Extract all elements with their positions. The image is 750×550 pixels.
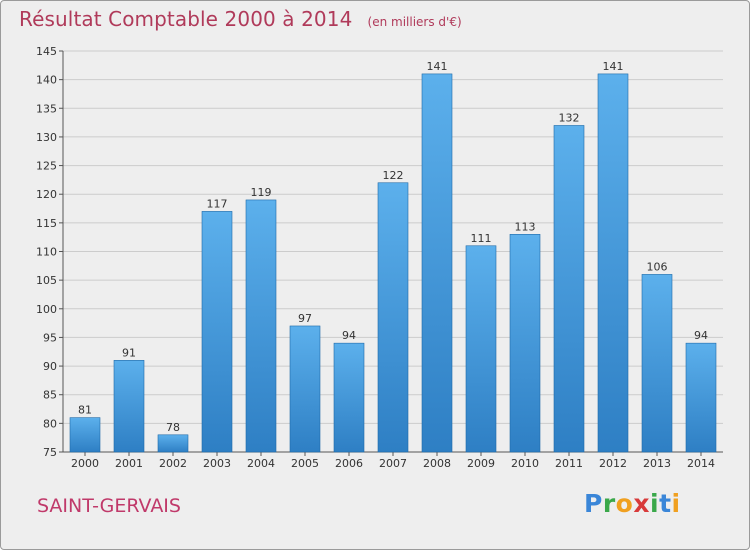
y-tick-label: 105 — [36, 274, 57, 287]
data-label: 97 — [298, 312, 312, 325]
x-tick-label: 2004 — [247, 457, 275, 470]
x-tick-label: 2003 — [203, 457, 231, 470]
label-layer: 75 80 85 90 95 100 105 110 115 120 125 130 135 140 145… — [36, 45, 715, 470]
x-tick-label: 2001 — [115, 457, 143, 470]
bar-2010 — [509, 234, 541, 453]
bar-2004 — [245, 199, 277, 453]
title-row: Résultat Comptable 2000 à 2014 (en milli… — [19, 7, 462, 31]
x-tick-label: 2011 — [555, 457, 583, 470]
y-tick-label: 130 — [36, 131, 57, 144]
y-tick-label: 135 — [36, 102, 57, 115]
data-label: 141 — [427, 60, 448, 73]
x-tick-label: 2005 — [291, 457, 319, 470]
logo-letter: P — [584, 489, 603, 518]
y-tick-label: 90 — [43, 360, 57, 373]
bar-2006 — [333, 342, 365, 453]
y-tick-label: 75 — [43, 446, 57, 459]
bar-2007 — [377, 182, 409, 453]
data-label: 81 — [78, 404, 92, 417]
bar-2003 — [201, 211, 233, 453]
x-tick-label: 2014 — [687, 457, 715, 470]
chart-subtitle: (en milliers d'€) — [367, 15, 462, 29]
logo-letter: r — [602, 489, 616, 518]
logo-letter: t — [659, 489, 672, 518]
y-tick-label: 100 — [36, 303, 57, 316]
data-label: 132 — [559, 111, 580, 124]
y-tick-label: 115 — [36, 217, 57, 230]
logo-letter: i — [671, 489, 681, 518]
data-label: 119 — [251, 186, 272, 199]
bar-2011 — [553, 125, 585, 453]
x-tick-label: 2009 — [467, 457, 495, 470]
y-tick-label: 120 — [36, 188, 57, 201]
y-tick-label: 110 — [36, 246, 57, 259]
bar-2000 — [69, 417, 101, 453]
x-tick-label: 2013 — [643, 457, 671, 470]
y-tick-label: 95 — [43, 331, 57, 344]
data-label: 94 — [342, 329, 356, 342]
x-tick-label: 2007 — [379, 457, 407, 470]
bar-2012 — [597, 73, 629, 453]
x-tick-label: 2006 — [335, 457, 363, 470]
bar-2005 — [289, 325, 321, 453]
y-tick-label: 85 — [43, 389, 57, 402]
proxiti-logo: Proxiti — [584, 489, 681, 518]
x-tick-label: 2002 — [159, 457, 187, 470]
commune-name: SAINT-GERVAIS — [37, 495, 181, 517]
x-tick-label: 2012 — [599, 457, 627, 470]
bar-layer — [69, 73, 717, 453]
bar-2002 — [157, 434, 189, 453]
y-tick-label: 125 — [36, 160, 57, 173]
bar-2001 — [113, 360, 145, 453]
data-label: 141 — [603, 60, 624, 73]
data-label: 113 — [515, 220, 536, 233]
chart-title: Résultat Comptable 2000 à 2014 — [19, 7, 353, 31]
bar-2014 — [685, 342, 717, 453]
y-tick-label: 140 — [36, 74, 57, 87]
bar-2008 — [421, 73, 453, 453]
data-label: 91 — [122, 346, 136, 359]
bar-2009 — [465, 245, 497, 453]
data-label: 122 — [383, 169, 404, 182]
logo-letter: x — [633, 489, 650, 518]
y-tick-label: 145 — [36, 45, 57, 58]
x-tick-label: 2010 — [511, 457, 539, 470]
logo-letter: o — [615, 489, 634, 518]
data-label: 78 — [166, 421, 180, 434]
x-tick-label: 2008 — [423, 457, 451, 470]
data-label: 117 — [207, 197, 228, 210]
data-label: 106 — [647, 260, 668, 273]
bar-2013 — [641, 274, 673, 453]
logo-letter: i — [650, 489, 660, 518]
y-tick-label: 80 — [43, 417, 57, 430]
data-label: 94 — [694, 329, 708, 342]
data-label: 111 — [471, 232, 492, 245]
x-tick-label: 2000 — [71, 457, 99, 470]
